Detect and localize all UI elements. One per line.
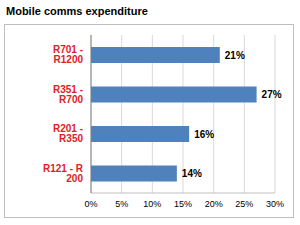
svg-text:30%: 30%	[266, 199, 284, 209]
svg-text:0%: 0%	[84, 199, 97, 209]
svg-text:25%: 25%	[235, 199, 253, 209]
svg-text:20%: 20%	[205, 199, 223, 209]
html-text:Mobile comms expenditure: Mobile comms expenditure	[6, 5, 148, 17]
svg-text:15%: 15%	[174, 199, 192, 209]
svg-text:16%: 16%	[194, 129, 214, 140]
svg-text:R201 -R350: R201 -R350	[53, 123, 83, 144]
svg-text:21%: 21%	[225, 50, 245, 61]
svg-text:R701 -R1200: R701 -R1200	[53, 44, 83, 65]
svg-text:R121 - R200: R121 - R200	[43, 163, 84, 184]
svg-text:14%: 14%	[182, 168, 202, 179]
svg-text:10%: 10%	[143, 199, 161, 209]
svg-text:5%: 5%	[115, 199, 128, 209]
svg-text:27%: 27%	[262, 89, 282, 100]
svg-text:R351 -R700: R351 -R700	[53, 84, 83, 105]
